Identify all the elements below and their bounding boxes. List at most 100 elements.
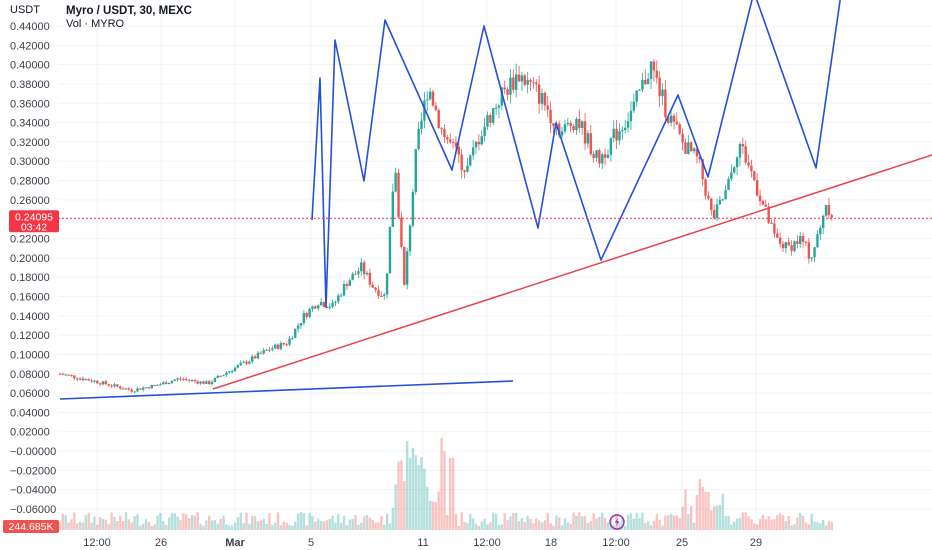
volume-bar — [314, 521, 317, 530]
volume-bar — [253, 516, 257, 530]
candle-body — [575, 118, 578, 131]
candle-body — [331, 302, 334, 307]
candle-body — [738, 143, 742, 158]
drawings[interactable] — [59, 0, 932, 400]
volume-bar — [695, 495, 699, 530]
volume-bar — [342, 515, 346, 530]
candle-body — [64, 374, 67, 376]
volume-bar — [701, 486, 704, 530]
volume-bar — [471, 518, 475, 530]
candle-body — [529, 79, 532, 82]
volume-bar — [483, 518, 486, 530]
volume-bar — [337, 513, 340, 530]
candle-body — [595, 150, 598, 158]
candle-body — [612, 128, 615, 139]
candle-body — [239, 362, 242, 366]
candle-body — [701, 159, 704, 180]
volume-bar — [437, 491, 440, 530]
candle-body — [454, 142, 458, 147]
candle-body — [784, 242, 788, 249]
support-trendline[interactable] — [59, 380, 514, 400]
volume-bar — [661, 525, 664, 530]
volume-bar — [339, 522, 343, 530]
volume-bar — [646, 521, 650, 530]
volume-bar — [311, 516, 314, 530]
volume-bar — [133, 516, 136, 530]
volume-bar — [130, 522, 133, 530]
candle-body — [225, 372, 228, 375]
candle-body — [592, 154, 595, 158]
candle-body — [156, 384, 159, 386]
candle-body — [669, 115, 673, 123]
candle-body — [374, 287, 377, 290]
candle-body — [626, 121, 630, 128]
candle-body — [681, 133, 684, 143]
candle-body — [667, 117, 670, 123]
volume-bar — [142, 523, 145, 530]
volume-bar — [362, 516, 366, 530]
candle-body — [503, 87, 506, 90]
candle-body — [609, 138, 613, 155]
candle-body — [222, 374, 225, 376]
volume-tag-value: 244.685K — [9, 521, 54, 533]
candle-body — [305, 312, 308, 317]
volume-bar — [147, 521, 151, 530]
candle-body — [394, 172, 397, 192]
candle-body — [256, 352, 260, 359]
volume-bar — [603, 517, 607, 530]
candle-body — [537, 84, 541, 104]
volume-bar — [265, 524, 268, 530]
candle-body — [271, 348, 274, 350]
lightning-icon[interactable] — [609, 514, 625, 530]
volume-bar — [457, 525, 461, 530]
candle-body — [348, 280, 351, 287]
volume-bar — [64, 515, 67, 530]
volume-bar — [259, 520, 263, 530]
candle-body — [294, 328, 297, 338]
candle-body — [635, 90, 638, 102]
zigzag-projection[interactable] — [311, 0, 843, 308]
volume-bar — [434, 502, 438, 530]
price-tag-background — [9, 210, 59, 233]
candle-body — [339, 295, 343, 297]
candle-body — [816, 234, 819, 248]
volume-bar — [127, 519, 131, 530]
candle-body — [397, 172, 400, 218]
candle-body — [334, 301, 337, 303]
volume-tag: 244.685K — [3, 520, 59, 533]
candles — [58, 59, 833, 394]
candle-body — [357, 271, 360, 274]
volume-indicator-label[interactable]: Vol · MYRO — [66, 18, 125, 30]
rising-trendline[interactable] — [212, 154, 932, 390]
candle-body — [291, 337, 294, 339]
candle-body — [133, 391, 136, 393]
y-tick-label: 0.18000 — [10, 272, 50, 284]
volume-bar — [414, 455, 417, 530]
candle-body — [279, 343, 283, 349]
volume-bar — [672, 515, 676, 530]
x-axis: 12:00 26 Mar 5 11 12:00 18 12:00 25 29 — [83, 537, 762, 549]
header: USDT Myro / USDT, 30, MEXC Vol · MYRO — [10, 4, 192, 30]
candle-body — [830, 215, 833, 218]
volume-bar — [279, 525, 283, 530]
candle-body — [113, 384, 116, 387]
volume-bar — [560, 525, 564, 530]
candle-body — [400, 217, 403, 247]
volume-bar — [98, 516, 102, 530]
candle-body — [248, 361, 251, 364]
volume-bar — [107, 524, 110, 530]
candle-body — [124, 388, 128, 390]
volume-bar — [136, 514, 139, 530]
volume-bar — [816, 522, 819, 530]
volume-bar — [90, 522, 93, 530]
candle-body — [176, 378, 179, 380]
candle-body — [641, 79, 644, 90]
candle-body — [494, 107, 498, 109]
x-tick-label: 5 — [308, 537, 314, 549]
candle-body — [580, 121, 584, 129]
volume-bar — [781, 515, 785, 530]
volume-bar — [153, 524, 156, 530]
volume-bar — [810, 513, 813, 530]
